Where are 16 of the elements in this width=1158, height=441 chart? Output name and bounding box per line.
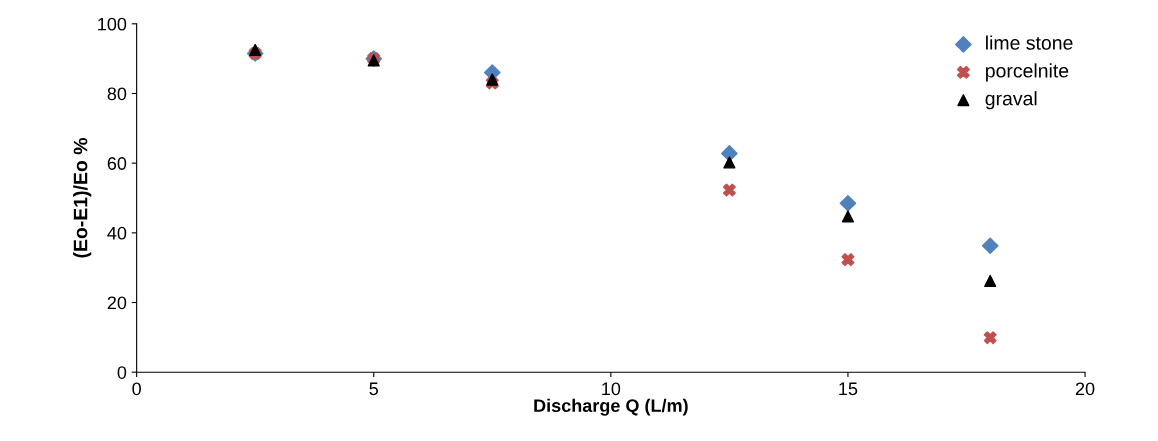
legend-label: porcelnite (986, 63, 1069, 82)
y-tick-label: 100 (98, 17, 127, 31)
legend-label: lime stone (986, 35, 1073, 50)
x-tick-label: 15 (839, 382, 858, 396)
x-tick-label: 0 (132, 382, 141, 396)
y-tick-label: 20 (107, 296, 127, 310)
x-tick-label: 5 (369, 382, 379, 396)
x-axis-title: Discharge Q (L/m) (534, 398, 688, 416)
y-tick-label: 40 (107, 226, 127, 240)
y-tick-label: 80 (107, 87, 127, 101)
x-tick-label: 10 (602, 382, 621, 396)
y-axis-title: (Eo-E1)/Eo % (73, 138, 92, 258)
legend-label: graval (985, 91, 1037, 110)
x-tick-label: 20 (1075, 382, 1095, 396)
y-tick-label: 0 (117, 366, 127, 379)
y-tick-label: 60 (107, 157, 127, 170)
